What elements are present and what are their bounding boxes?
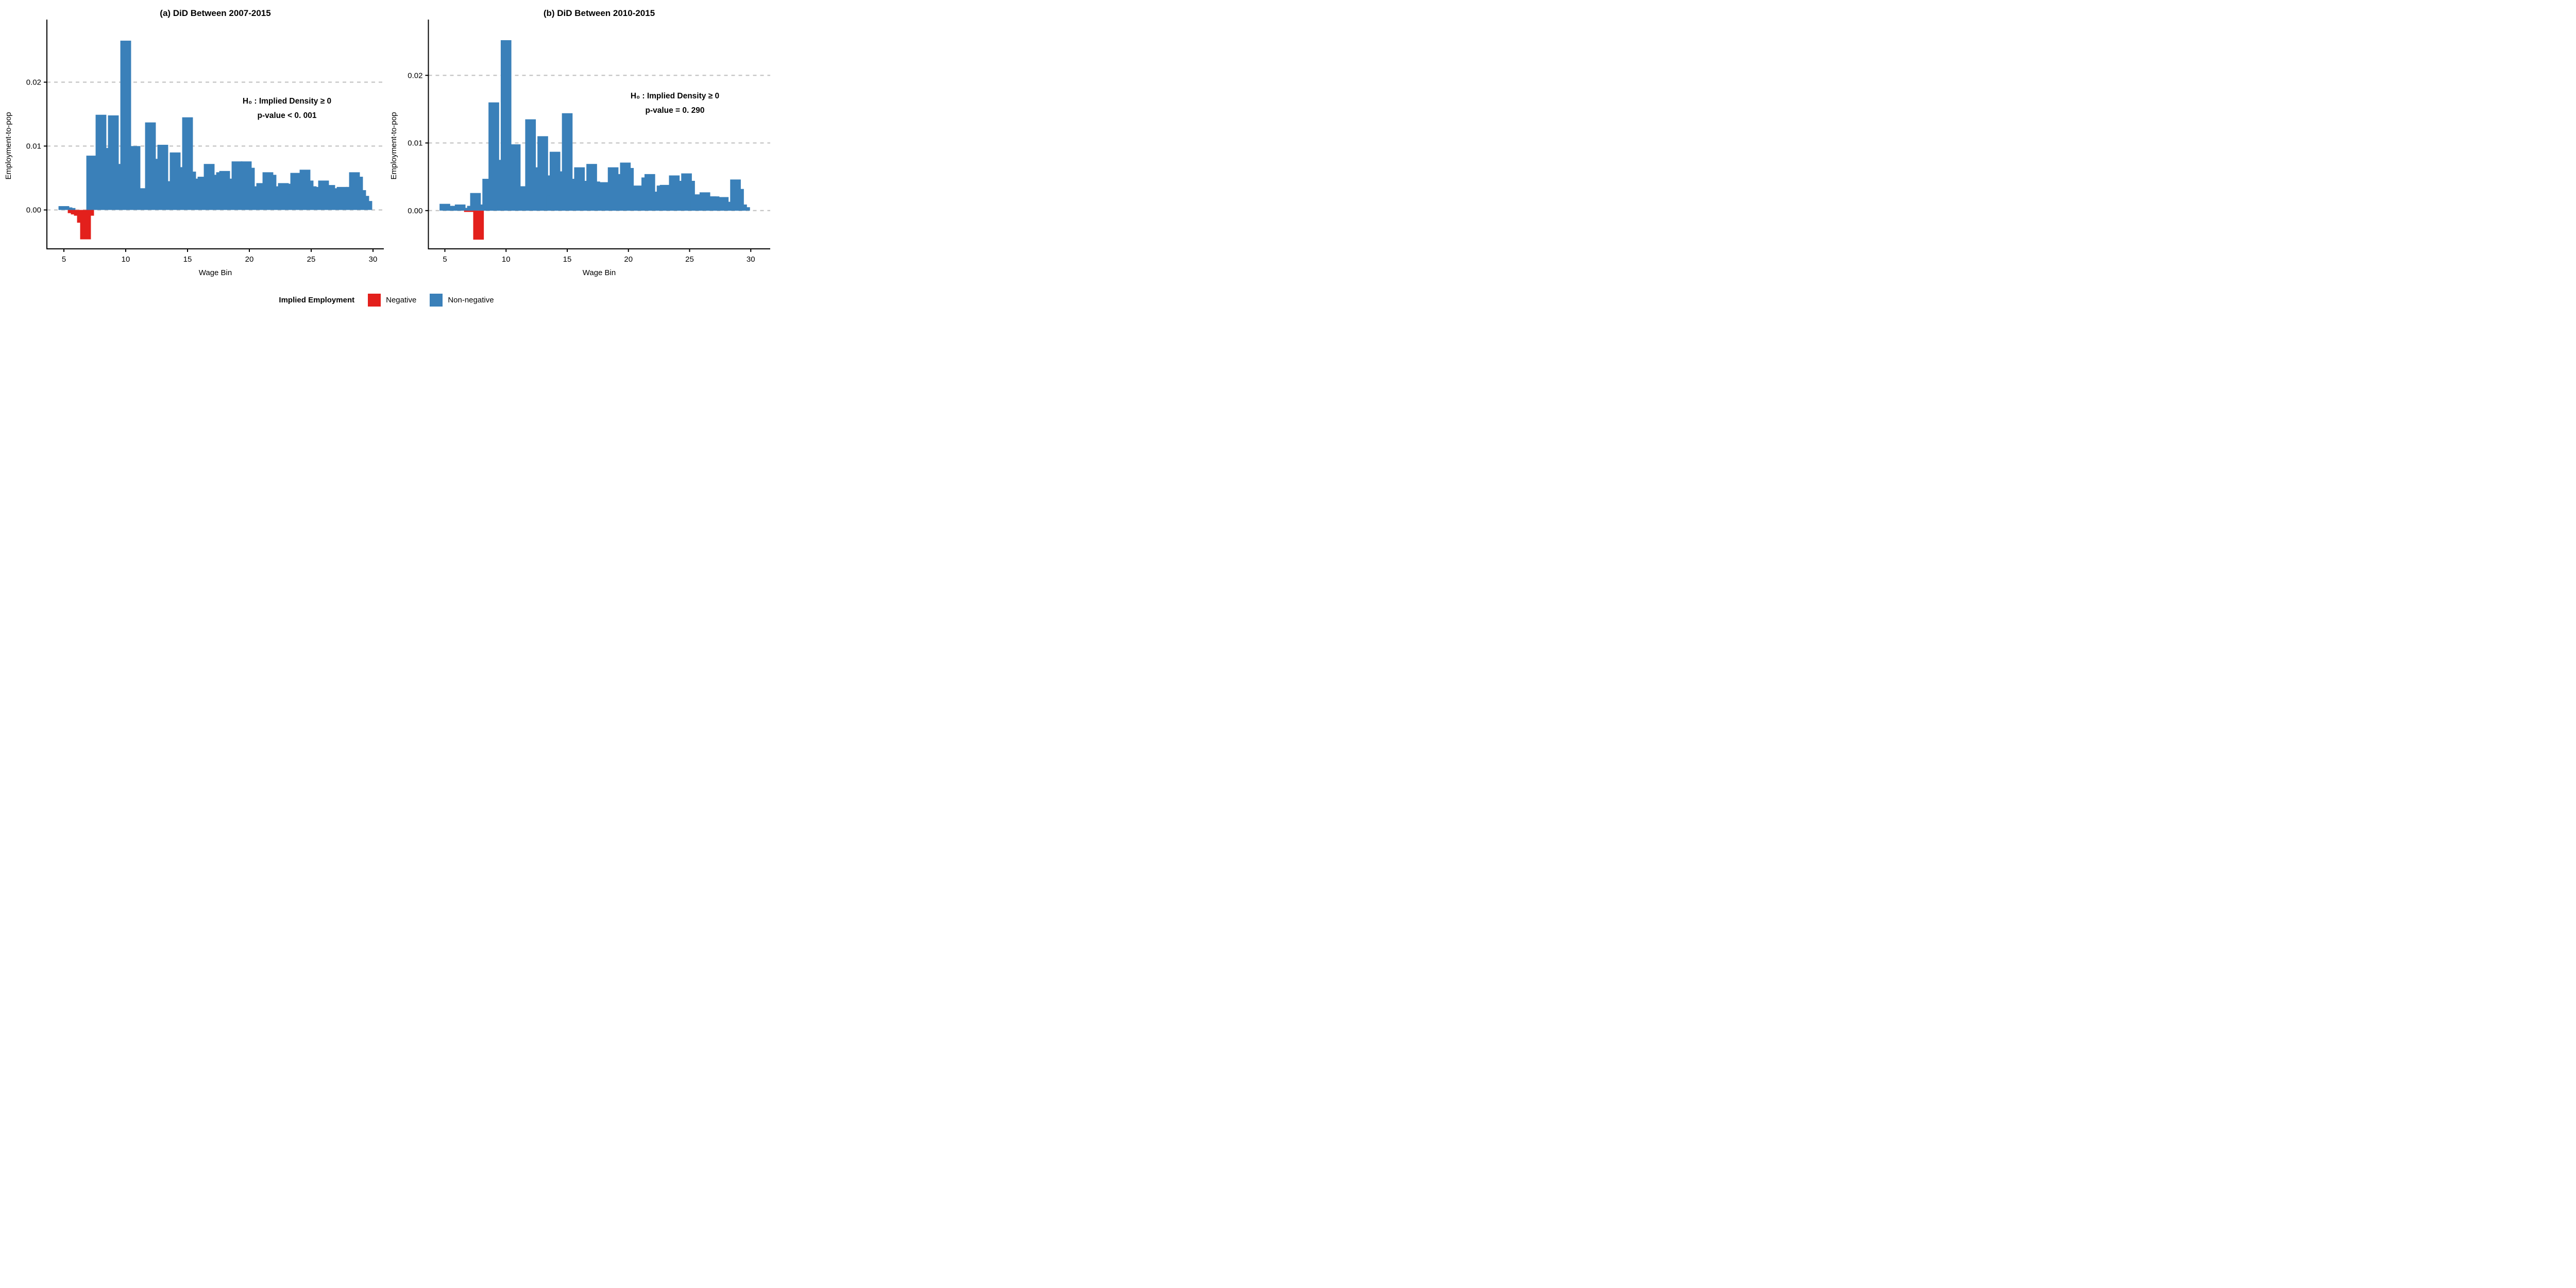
annotation-pvalue: p-value < 0. 001: [257, 111, 316, 120]
bar-wage-29.5: [361, 201, 372, 210]
x-tick-label: 25: [685, 255, 694, 264]
x-tick-label: 10: [122, 255, 130, 264]
legend-title: Implied Employment: [279, 295, 355, 304]
bar-wage-6.75: [461, 208, 472, 211]
negative-swatch-icon: [368, 293, 381, 307]
bar-wage-29.5: [739, 207, 750, 211]
x-tick-label: 5: [443, 255, 447, 264]
annotation-h0: H₀ : Implied Density ≥ 0: [631, 92, 719, 100]
bar-wage-5.25: [443, 206, 453, 211]
non-negative-swatch-icon: [430, 293, 443, 307]
bar-wage-10: [120, 40, 131, 210]
x-tick-label: 30: [369, 255, 378, 264]
bar-wage-7.75: [473, 210, 484, 240]
y-tick-label: 0.00: [408, 207, 422, 215]
figure-implied-employment-density: 0.00 0.01 0.02 5 10 15 20 25 30 (a) DiD Between 2…: [0, 0, 773, 322]
legend-item-negative: Negative: [368, 293, 417, 307]
x-tick-label: 15: [563, 255, 572, 264]
legend: Implied Employment Negative Non-negative: [0, 284, 773, 315]
x-tick-label: 30: [747, 255, 755, 264]
panel-title: (b) DiD Between 2010-2015: [544, 8, 655, 18]
y-tick-label: 0.02: [26, 78, 41, 87]
x-tick-label: 15: [183, 255, 192, 264]
panel-title: (a) DiD Between 2007-2015: [160, 8, 270, 18]
panel-a: 0.00 0.01 0.02 5 10 15 20 25 30 (a) DiD Between 2…: [0, 0, 386, 282]
bar-wage-10: [500, 40, 512, 211]
x-tick-label: 20: [245, 255, 254, 264]
bar-wage-6.25: [454, 204, 466, 211]
bar-wage-7.5: [470, 193, 481, 211]
annotation-pvalue: p-value = 0. 290: [645, 106, 704, 115]
y-axis-title: Employment-to-pop: [4, 112, 13, 180]
bar-wage-7: [464, 210, 475, 212]
legend-label-non-negative: Non-negative: [448, 295, 494, 304]
bar-wage-7: [83, 210, 94, 216]
x-axis-title: Wage Bin: [199, 268, 232, 277]
annotation-h0: H₀ : Implied Density ≥ 0: [243, 97, 331, 106]
x-axis-title: Wage Bin: [583, 268, 616, 277]
x-tick-label: 25: [307, 255, 316, 264]
y-tick-label: 0.01: [26, 142, 41, 151]
y-tick-label: 0.01: [408, 139, 422, 148]
bar-wage-5.5: [64, 208, 76, 210]
legend-item-non-negative: Non-negative: [430, 293, 494, 307]
legend-label-negative: Negative: [386, 295, 417, 304]
x-tick-label: 5: [62, 255, 66, 264]
bar-wage-6.75: [80, 210, 91, 240]
panel-b: 0.00 0.01 0.02 5 10 15 20 25 30 (b) DiD Between 2…: [386, 0, 773, 282]
y-tick-label: 0.02: [408, 71, 422, 80]
y-tick-label: 0.00: [26, 206, 41, 215]
panel-b-plot: 0.00 0.01 0.02 5 10 15 20 25 30 (b) DiD Between 2…: [389, 8, 770, 277]
bar-wage-11.5: [139, 205, 150, 210]
panel-a-plot: 0.00 0.01 0.02 5 10 15 20 25 30 (a) DiD Between 2…: [4, 8, 384, 277]
bar-wage-11.25: [135, 188, 147, 210]
bar-wage-10.75: [510, 144, 521, 211]
panel-row: 0.00 0.01 0.02 5 10 15 20 25 30 (a) DiD Between 2…: [0, 0, 773, 282]
x-tick-label: 20: [624, 255, 633, 264]
y-axis-title: Employment-to-pop: [389, 112, 398, 180]
bar-wage-5.5: [446, 208, 456, 211]
x-tick-label: 10: [502, 255, 511, 264]
